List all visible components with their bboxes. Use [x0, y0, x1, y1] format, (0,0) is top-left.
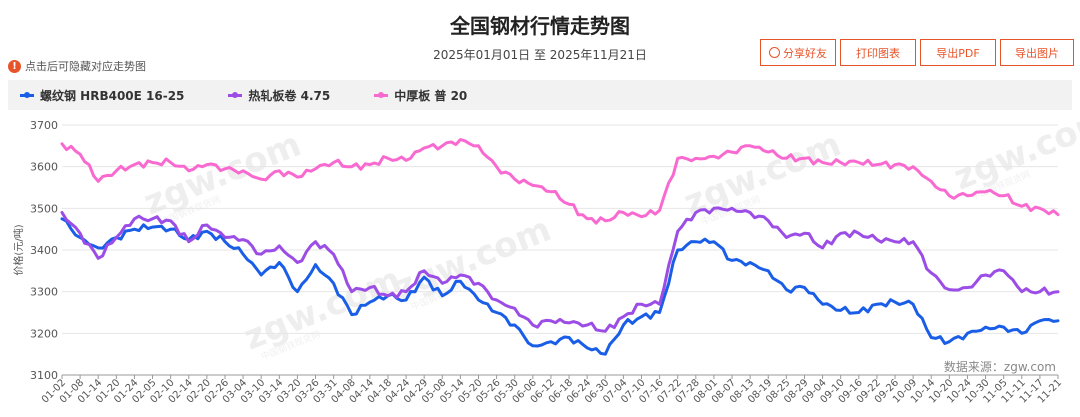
y-tick-label: 3100: [30, 369, 58, 382]
legend: 螺纹钢 HRB400E 16-25 热轧板卷 4.75 中厚板 普 20: [8, 80, 1072, 110]
legend-item-hrc[interactable]: 热轧板卷 4.75: [228, 87, 330, 104]
y-tick-label: 3700: [30, 119, 58, 132]
share-button[interactable]: 分享好友: [760, 39, 836, 66]
y-axis-label: 价格(元/吨): [12, 224, 25, 275]
legend-swatch-rebar: [20, 91, 34, 98]
legend-hint: ! 点击后可隐藏对应走势图: [8, 58, 146, 74]
share-icon: [769, 47, 780, 58]
legend-hint-text: 点击后可隐藏对应走势图: [25, 60, 146, 73]
y-tick-label: 3400: [30, 244, 58, 257]
legend-swatch-plate: [374, 91, 389, 98]
legend-swatch-hrc: [228, 91, 243, 98]
legend-label-rebar: 螺纹钢 HRB400E 16-25: [40, 88, 185, 103]
share-label: 分享好友: [783, 46, 827, 60]
legend-item-plate[interactable]: 中厚板 普 20: [374, 87, 467, 104]
series-line-hrc: [60, 206, 1060, 333]
legend-item-rebar[interactable]: 螺纹钢 HRB400E 16-25: [20, 87, 184, 104]
data-source: 数据来源：zgw.com: [943, 360, 1056, 374]
export-pdf-button[interactable]: 导出PDF: [920, 39, 996, 66]
print-chart-button[interactable]: 打印图表: [840, 39, 916, 66]
export-pdf-label: 导出PDF: [936, 46, 980, 60]
print-label: 打印图表: [856, 46, 900, 60]
exclamation-icon: !: [8, 59, 21, 73]
legend-label-plate: 中厚板 普 20: [394, 88, 468, 103]
toolbar: 分享好友 打印图表 导出PDF 导出图片: [760, 39, 1074, 66]
series-line-plate: [60, 138, 1060, 225]
chart-title: 全国钢材行情走势图: [450, 14, 630, 38]
y-tick-label: 3200: [30, 327, 58, 340]
y-tick-label: 3300: [30, 286, 58, 299]
series-line-rebar: [60, 217, 1060, 356]
export-image-label: 导出图片: [1015, 46, 1059, 60]
export-image-button[interactable]: 导出图片: [1000, 39, 1074, 66]
legend-label-hrc: 热轧板卷 4.75: [248, 88, 331, 103]
date-range: 2025年01月01日 至 2025年11月21日: [433, 48, 647, 62]
y-tick-label: 3600: [30, 161, 58, 174]
y-tick-label: 3500: [30, 202, 58, 215]
